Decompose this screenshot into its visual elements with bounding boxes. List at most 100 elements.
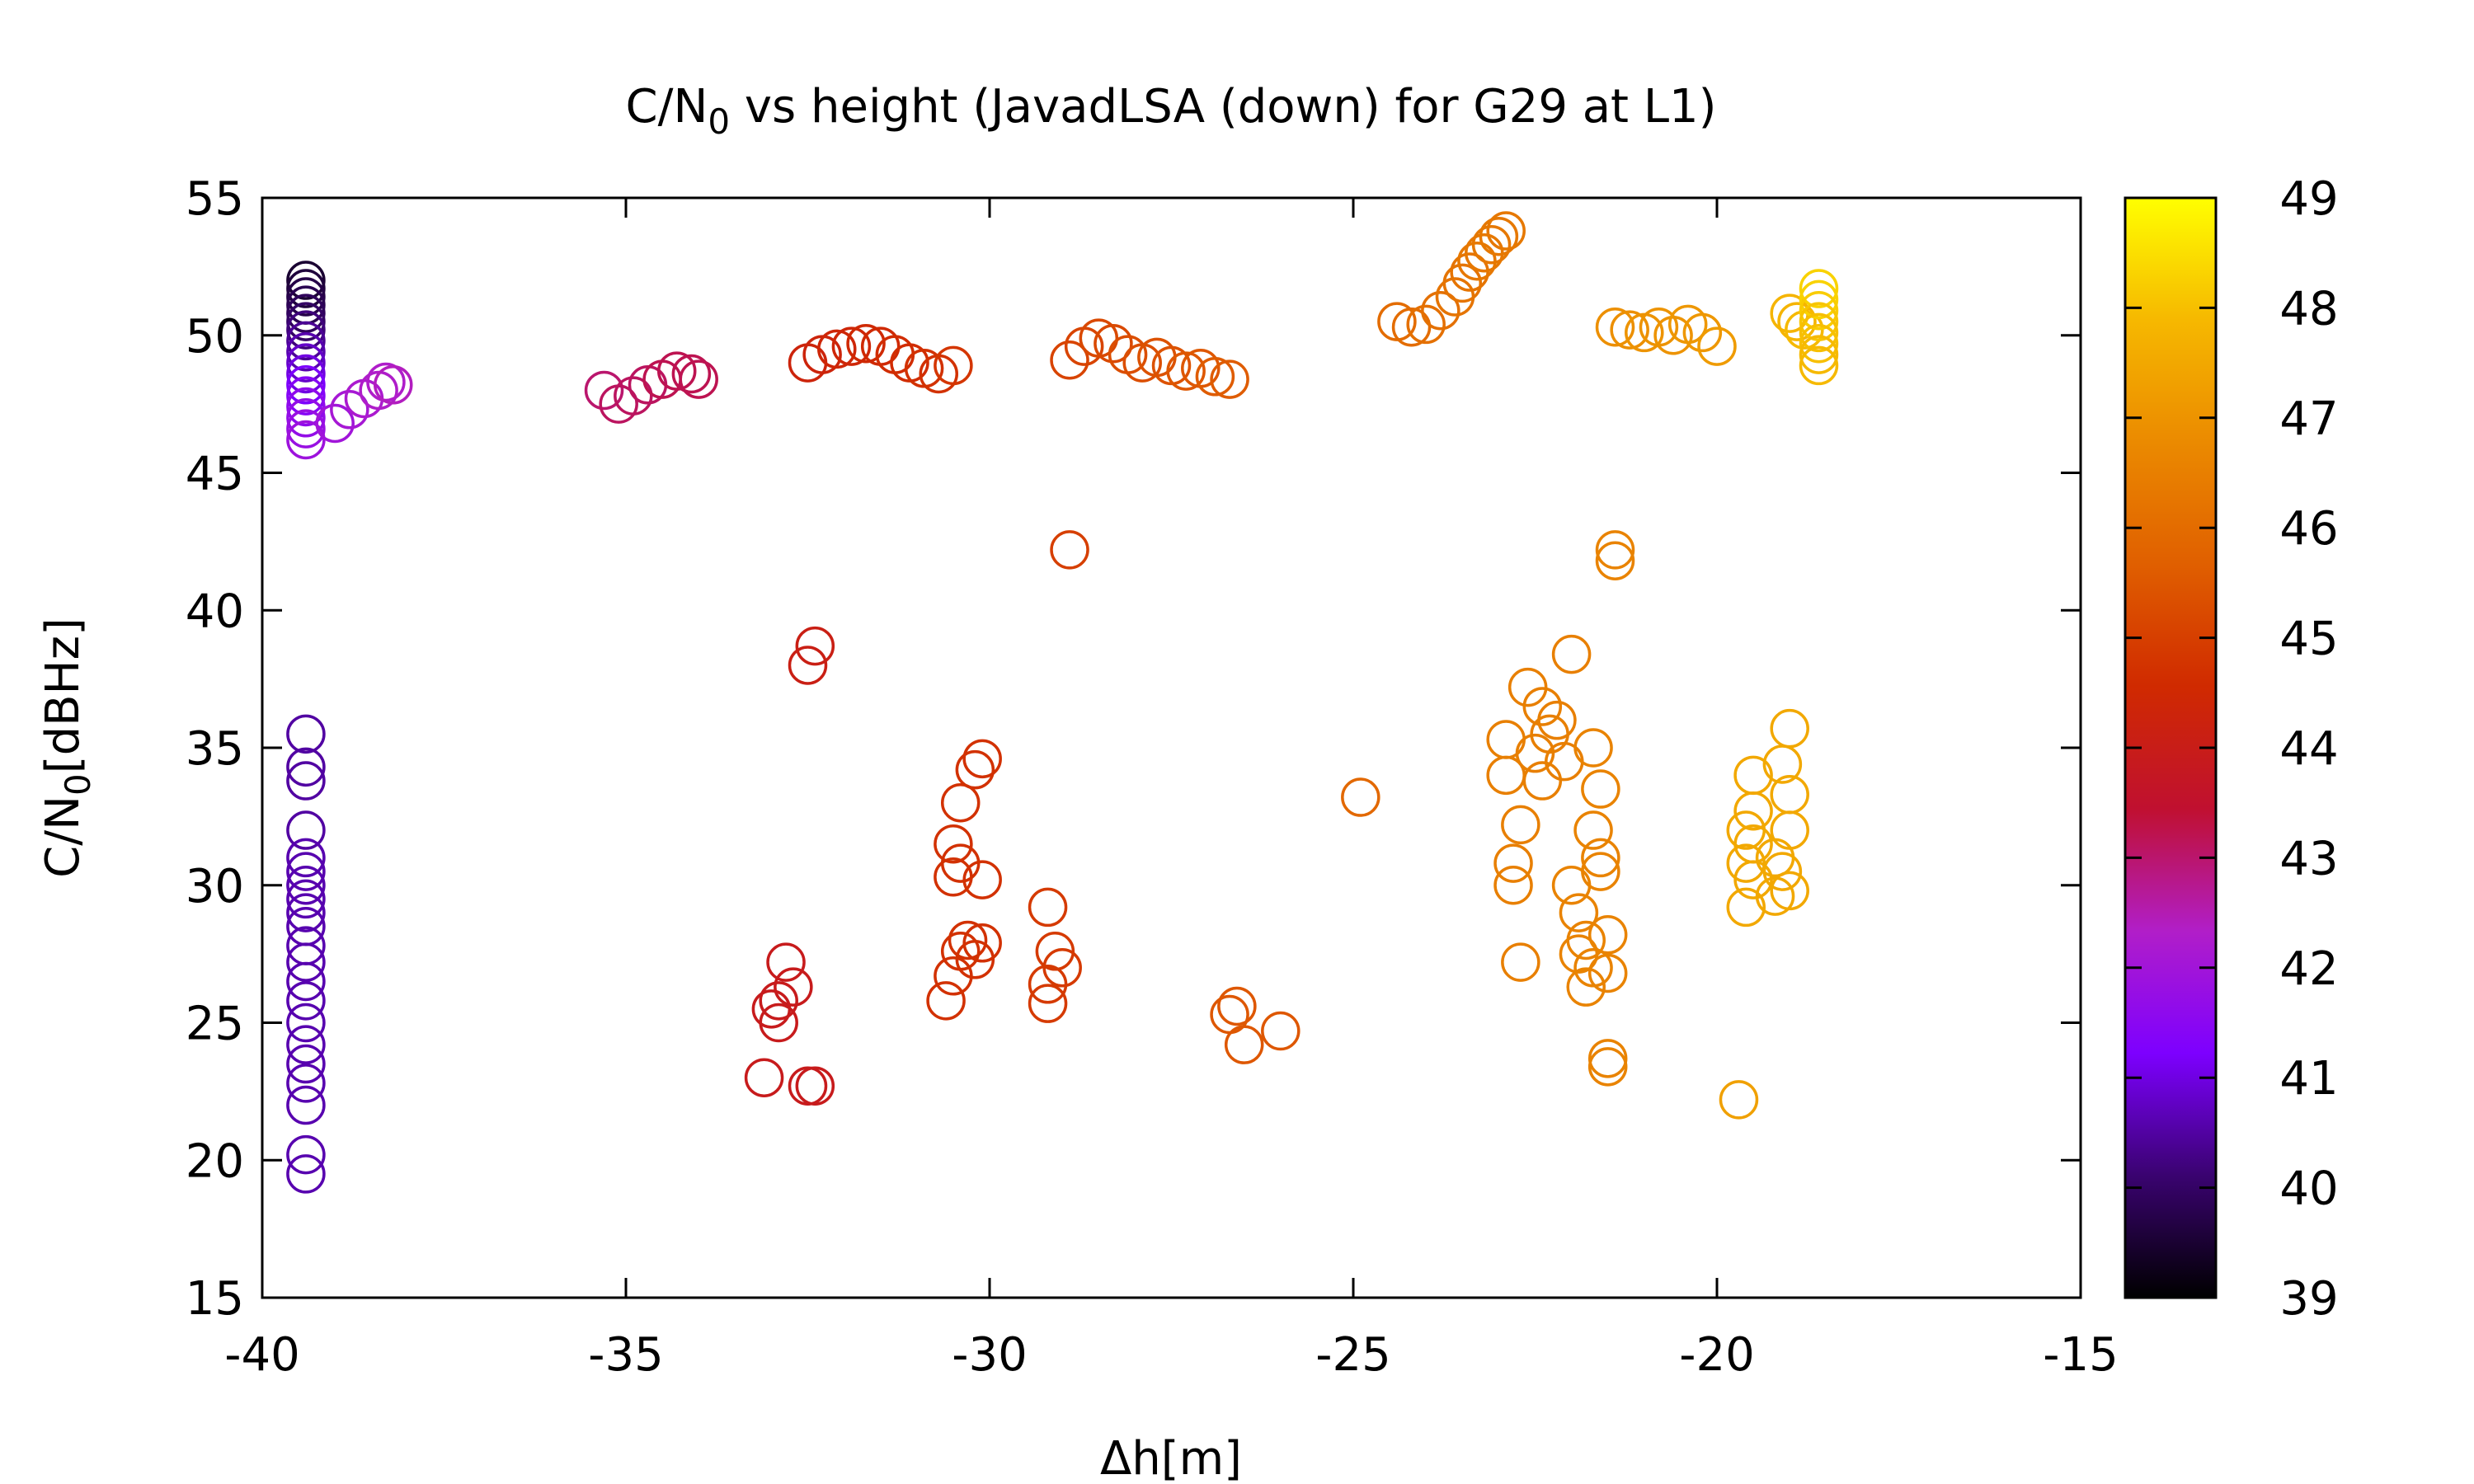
data-point xyxy=(286,332,326,372)
data-point xyxy=(1581,769,1620,809)
data-point xyxy=(1595,307,1635,347)
data-point xyxy=(286,852,326,891)
data-point xyxy=(1195,357,1235,397)
data-point xyxy=(1573,728,1613,768)
data-point xyxy=(1515,733,1555,773)
data-point xyxy=(286,302,326,341)
x-tick-label: -35 xyxy=(588,1328,663,1382)
data-point xyxy=(1573,810,1613,850)
data-point xyxy=(286,747,326,787)
y-tick-label: 20 xyxy=(186,1134,244,1188)
data-point xyxy=(1166,351,1206,391)
data-point xyxy=(1566,967,1606,1007)
data-point xyxy=(1094,324,1133,364)
data-point xyxy=(286,420,326,460)
data-point xyxy=(614,376,653,416)
colorbar-tick-label: 44 xyxy=(2279,722,2338,776)
data-point xyxy=(286,387,326,427)
data-point xyxy=(286,343,326,383)
y-axis-label-subscript: 0 xyxy=(58,773,98,796)
data-point xyxy=(1028,965,1068,1004)
colorbar-tick-label: 48 xyxy=(2279,282,2338,336)
x-axis-label: Δh[m] xyxy=(1100,1432,1242,1484)
data-point xyxy=(1799,290,1839,331)
chart-title: C/N0 vs height (JavadLSA (down) for G29 … xyxy=(626,80,1717,142)
data-point xyxy=(286,269,326,308)
data-point xyxy=(1341,777,1380,817)
data-point xyxy=(1035,932,1075,971)
data-point xyxy=(934,956,973,996)
data-point xyxy=(374,365,413,405)
chart-title-subscript: 0 xyxy=(708,101,730,142)
colorbar-tick-label: 40 xyxy=(2279,1162,2338,1216)
data-point xyxy=(1726,887,1766,928)
data-point xyxy=(940,782,981,823)
data-point xyxy=(286,365,326,405)
data-point xyxy=(1050,340,1089,380)
data-point xyxy=(831,326,872,366)
colorbar-tick-label: 46 xyxy=(2279,502,2338,556)
y-tick-label: 30 xyxy=(186,860,244,913)
data-point xyxy=(286,398,326,438)
data-point xyxy=(788,646,828,685)
data-point xyxy=(1610,310,1649,350)
data-point xyxy=(286,277,326,317)
data-point xyxy=(962,923,1002,963)
data-point xyxy=(1733,824,1773,864)
data-point xyxy=(1501,805,1540,845)
data-point xyxy=(1799,312,1839,353)
data-point xyxy=(788,1066,828,1106)
data-point xyxy=(315,403,355,444)
x-tick-label: -15 xyxy=(2043,1328,2118,1382)
data-point xyxy=(1224,1025,1264,1064)
data-point xyxy=(1501,942,1540,982)
data-point xyxy=(286,838,326,878)
data-point xyxy=(1471,224,1512,265)
x-tick-label: -25 xyxy=(1315,1328,1390,1382)
data-point xyxy=(1762,744,1803,784)
data-point xyxy=(1486,720,1526,759)
data-point xyxy=(1493,843,1533,883)
data-point xyxy=(1799,324,1839,364)
data-point xyxy=(1587,953,1628,993)
data-point xyxy=(1595,530,1635,570)
y-tick-label: 35 xyxy=(186,722,244,776)
data-point xyxy=(744,1058,784,1097)
y-tick-label: 50 xyxy=(186,310,244,364)
data-point xyxy=(1028,984,1068,1023)
data-point xyxy=(1587,1047,1628,1087)
data-point xyxy=(286,893,326,932)
data-point xyxy=(934,824,973,864)
colorbar-tick-label: 43 xyxy=(2279,832,2338,885)
data-point xyxy=(1406,304,1446,345)
x-tick-label: -20 xyxy=(1679,1328,1754,1382)
data-point xyxy=(1799,345,1839,386)
data-point xyxy=(286,1154,326,1194)
data-point xyxy=(286,409,326,448)
data-point xyxy=(286,879,326,919)
data-point xyxy=(286,1064,326,1103)
data-point xyxy=(286,376,326,416)
data-point xyxy=(286,1044,326,1084)
data-point xyxy=(1653,316,1693,355)
colorbar-tick-label: 45 xyxy=(2279,613,2338,666)
data-point xyxy=(774,967,813,1007)
data-point xyxy=(286,1003,326,1043)
y-tick-label: 55 xyxy=(186,172,244,226)
data-point xyxy=(1726,843,1766,883)
data-point xyxy=(1537,700,1577,740)
data-point xyxy=(286,866,326,905)
colorbar-tick-label: 39 xyxy=(2279,1272,2338,1326)
data-point xyxy=(1551,634,1592,674)
data-point xyxy=(1682,312,1723,353)
data-point xyxy=(1210,359,1249,399)
data-point xyxy=(679,359,718,399)
data-point xyxy=(1733,755,1773,796)
data-point xyxy=(766,942,806,982)
data-point xyxy=(1587,1039,1628,1078)
data-point xyxy=(1799,269,1839,308)
data-point xyxy=(1697,326,1737,366)
data-point xyxy=(795,626,835,666)
colorbar-tick-label: 42 xyxy=(2279,942,2338,996)
